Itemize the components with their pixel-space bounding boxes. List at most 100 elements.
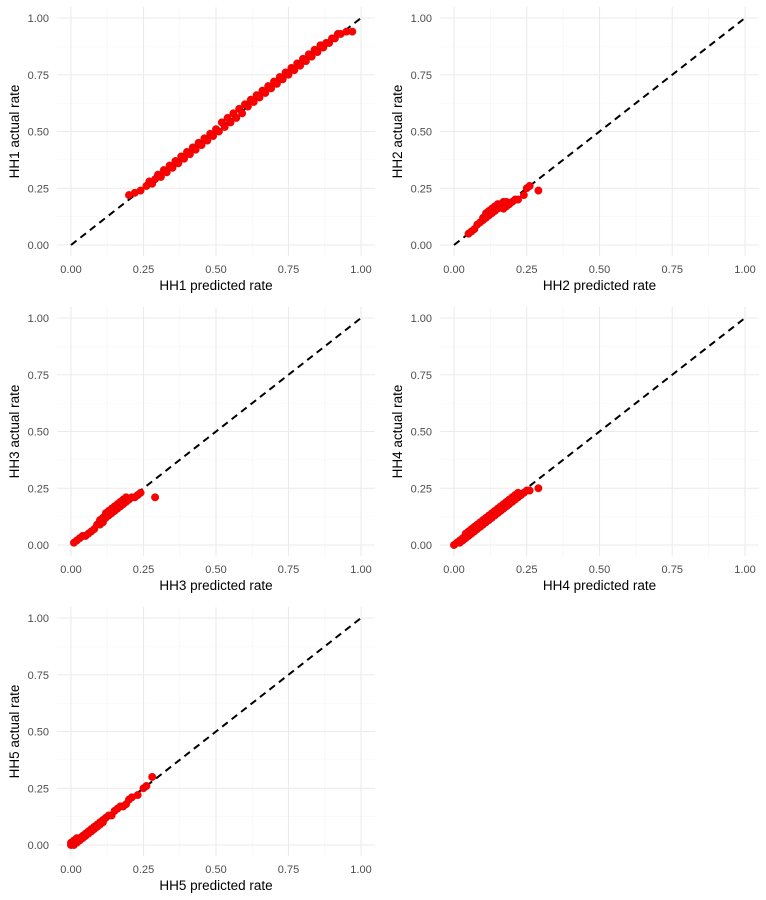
y-tick-label: 1.00 xyxy=(411,313,432,325)
data-point xyxy=(519,191,528,200)
data-point xyxy=(209,132,218,140)
grid xyxy=(440,7,759,256)
x-tick-label: 0.50 xyxy=(205,864,226,876)
x-tick-label: 0.00 xyxy=(443,264,464,276)
y-tick-label: 0.75 xyxy=(28,670,49,682)
data-point xyxy=(136,488,145,497)
data-point xyxy=(243,102,252,111)
y-tick-label: 0.25 xyxy=(411,183,432,195)
y-tick-label: 1.00 xyxy=(28,13,49,25)
data-point xyxy=(156,172,165,181)
points xyxy=(69,488,160,547)
x-axis-title: HH3 predicted rate xyxy=(159,578,272,593)
panel-hh2: 0.00 0.25 0.50 0.75 1.00 0.00 0.25 0.50 0.75 1.00… xyxy=(390,7,759,293)
data-point xyxy=(180,154,189,163)
y-tick-label: 1.00 xyxy=(28,313,49,325)
data-point xyxy=(348,27,357,36)
panel-hh3: 0.00 0.25 0.50 0.75 1.00 0.00 0.25 0.50 0.75 1.00… xyxy=(7,307,375,593)
data-point xyxy=(534,186,543,195)
y-tick-label: 0.25 xyxy=(28,483,49,495)
x-tick-label: 1.00 xyxy=(734,264,755,276)
x-tick-label: 1.00 xyxy=(350,864,371,876)
y-tick-label: 0.50 xyxy=(28,427,49,439)
x-tick-label: 0.75 xyxy=(278,864,299,876)
grid xyxy=(440,307,759,556)
data-point xyxy=(226,118,235,127)
points xyxy=(464,182,543,238)
x-axis-title: HH4 predicted rate xyxy=(543,578,656,593)
data-point xyxy=(136,186,145,195)
y-axis-title: HH3 actual rate xyxy=(7,385,22,479)
y-tick-label: 0.75 xyxy=(28,370,49,382)
y-tick-label: 0.75 xyxy=(411,70,432,82)
data-point xyxy=(185,150,194,159)
x-tick-label: 0.25 xyxy=(516,564,537,576)
data-point xyxy=(255,93,264,102)
x-tick-label: 0.00 xyxy=(60,864,81,876)
x-tick-label: 1.00 xyxy=(350,564,371,576)
data-point xyxy=(290,66,299,75)
y-tick-label: 0.25 xyxy=(28,183,49,195)
data-point xyxy=(278,75,287,84)
y-tick-label: 0.25 xyxy=(28,783,49,795)
data-point xyxy=(267,84,276,93)
data-point xyxy=(525,486,534,495)
data-point xyxy=(142,782,151,790)
x-tick-label: 0.25 xyxy=(133,564,154,576)
data-point xyxy=(214,127,223,136)
x-axis-title: HH1 predicted rate xyxy=(159,278,272,293)
x-tick-label: 0.00 xyxy=(60,564,81,576)
y-axis-title: HH4 actual rate xyxy=(390,385,405,479)
points xyxy=(125,27,357,200)
x-tick-label: 0.25 xyxy=(133,864,154,876)
data-point xyxy=(301,57,310,66)
y-tick-label: 0.00 xyxy=(28,240,49,252)
y-tick-label: 0.50 xyxy=(411,427,432,439)
data-point xyxy=(162,168,171,177)
data-point xyxy=(197,141,206,150)
y-axis-title: HH5 actual rate xyxy=(7,685,22,779)
x-tick-label: 0.75 xyxy=(278,264,299,276)
points xyxy=(67,772,157,849)
y-tick-label: 0.00 xyxy=(28,840,49,852)
panel-hh1: 0.00 0.25 0.50 0.75 1.00 0.00 0.25 0.50 0.75 1.00… xyxy=(7,7,375,293)
y-tick-label: 0.25 xyxy=(411,483,432,495)
y-axis-title: HH2 actual rate xyxy=(390,85,405,179)
data-point xyxy=(307,52,316,61)
y-tick-label: 0.00 xyxy=(411,540,432,552)
y-tick-label: 0.50 xyxy=(28,127,49,139)
y-tick-label: 0.75 xyxy=(28,70,49,82)
data-point xyxy=(133,791,142,800)
data-point xyxy=(238,109,247,118)
y-tick-label: 0.50 xyxy=(28,727,49,739)
data-point xyxy=(203,136,212,145)
data-point xyxy=(261,88,270,97)
panel-hh4: 0.00 0.25 0.50 0.75 1.00 0.00 0.25 0.50 0.75 1.00… xyxy=(390,307,759,593)
data-point xyxy=(148,772,157,781)
data-point xyxy=(232,113,241,122)
data-point xyxy=(191,145,200,154)
x-tick-label: 0.50 xyxy=(589,564,610,576)
y-tick-label: 0.00 xyxy=(411,240,432,252)
x-tick-label: 0.25 xyxy=(133,264,154,276)
x-tick-label: 0.75 xyxy=(662,264,683,276)
x-tick-label: 0.75 xyxy=(662,564,683,576)
data-point xyxy=(174,159,183,168)
data-point xyxy=(296,61,305,70)
x-tick-label: 0.50 xyxy=(205,564,226,576)
y-tick-label: 1.00 xyxy=(411,13,432,25)
data-point xyxy=(284,70,293,79)
x-axis-title: HH5 predicted rate xyxy=(159,878,272,893)
x-tick-label: 1.00 xyxy=(350,264,371,276)
x-tick-label: 0.50 xyxy=(589,264,610,276)
points xyxy=(450,484,543,549)
x-tick-label: 1.00 xyxy=(734,564,755,576)
x-tick-label: 0.50 xyxy=(205,264,226,276)
y-tick-label: 0.00 xyxy=(28,540,49,552)
y-tick-label: 0.75 xyxy=(411,370,432,382)
data-point xyxy=(272,79,281,88)
panel-hh5: 0.00 0.25 0.50 0.75 1.00 0.00 0.25 0.50 0.75 1.00… xyxy=(7,607,375,893)
x-tick-label: 0.25 xyxy=(516,264,537,276)
x-axis-title: HH2 predicted rate xyxy=(543,278,656,293)
